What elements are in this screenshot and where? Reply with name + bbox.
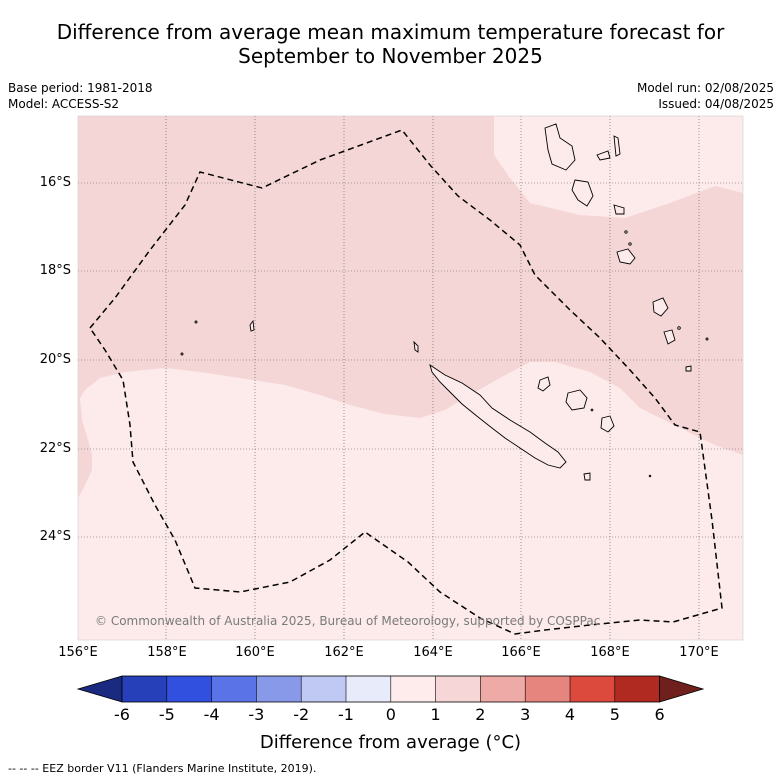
colorbar-tick: 1 — [430, 705, 441, 724]
colorbar-tick: -5 — [158, 705, 175, 724]
colorbar-bin — [256, 676, 302, 702]
colorbar-title: Difference from average (°C) — [259, 732, 522, 753]
colorbar-extend-low — [76, 675, 123, 703]
colorbar-bin — [435, 676, 481, 702]
colorbar-tick: -4 — [203, 705, 220, 724]
colorbar-bin — [301, 676, 346, 702]
colorbar-tick: 0 — [385, 705, 396, 724]
loyalty-island-2 — [565, 389, 588, 411]
colorbar-tick: -1 — [338, 705, 354, 724]
lon-label: 156°E — [58, 645, 98, 660]
lat-label: 20°S — [39, 352, 71, 367]
vanuatu-erromango — [652, 297, 669, 317]
lon-label: 168°E — [590, 645, 630, 660]
issued-date: Issued: 04/08/2025 — [658, 97, 774, 111]
chart-title-line1: Difference from average mean maximum tem… — [56, 20, 725, 44]
eez-border — [89, 129, 723, 635]
colorbar-tick: -2 — [293, 705, 310, 724]
lat-label: 16°S — [39, 175, 71, 190]
small-island-b — [583, 472, 591, 481]
colorbar-bin — [346, 676, 391, 702]
lon-label: 164°E — [413, 645, 453, 660]
lat-label: 22°S — [39, 441, 71, 456]
vanuatu-aneityum — [685, 365, 692, 372]
coastlines — [180, 123, 709, 481]
model-name: Model: ACCESS-S2 — [8, 97, 120, 111]
anomaly-region-1-2 — [78, 116, 743, 498]
colorbar-tick: -3 — [248, 705, 265, 724]
small-island-a — [249, 319, 255, 332]
vanuatu-espiritu-santo — [544, 123, 576, 171]
loyalty-island-3 — [600, 415, 615, 433]
colorbar-bin — [480, 676, 526, 702]
belep-islands — [413, 340, 419, 353]
colorbar-tick: 5 — [609, 705, 620, 724]
vanuatu-tanna — [663, 329, 676, 345]
lat-label: 24°S — [39, 529, 71, 544]
copyright-notice: © Commonwealth of Australia 2025, Bureau… — [95, 614, 601, 628]
colorbar — [76, 675, 705, 703]
map-frame — [77, 115, 744, 641]
eez-footnote: -- -- -- EEZ border V11 (Flanders Marine… — [8, 762, 317, 775]
new-caledonia-island — [429, 363, 567, 469]
colorbar-tick: 3 — [520, 705, 531, 724]
colorbar-tick: -6 — [114, 705, 130, 724]
colorbar-bin — [614, 676, 660, 702]
lon-label: 166°E — [501, 645, 541, 660]
colorbar-bin — [390, 676, 436, 702]
colorbar-bin — [570, 676, 615, 702]
loyalty-island-1 — [537, 376, 551, 392]
vanuatu-pentecost — [613, 135, 621, 157]
colorbar-bin — [525, 676, 570, 702]
lat-label: 18°S — [39, 263, 71, 278]
lon-label: 162°E — [324, 645, 364, 660]
lon-label: 170°E — [679, 645, 719, 660]
graticule — [78, 116, 743, 640]
model-run: Model run: 02/08/2025 — [636, 81, 774, 95]
colorbar-bin — [166, 676, 212, 702]
colorbar-extend-high — [659, 675, 705, 703]
lon-label: 158°E — [147, 645, 187, 660]
colorbar-tick: 4 — [564, 705, 576, 724]
chart-title-line2: September to November 2025 — [238, 44, 543, 68]
vanuatu-malekula — [571, 179, 594, 207]
colorbar-tick: 6 — [654, 705, 665, 724]
base-period: Base period: 1981-2018 — [8, 81, 153, 95]
vanuatu-ambae — [596, 150, 611, 161]
vanuatu-efate — [616, 248, 636, 265]
colorbar-tick: 2 — [475, 705, 486, 724]
colorbar-bin — [122, 676, 167, 702]
lon-label: 160°E — [235, 645, 275, 660]
colorbar-bin — [211, 676, 257, 702]
vanuatu-epi — [613, 204, 625, 215]
